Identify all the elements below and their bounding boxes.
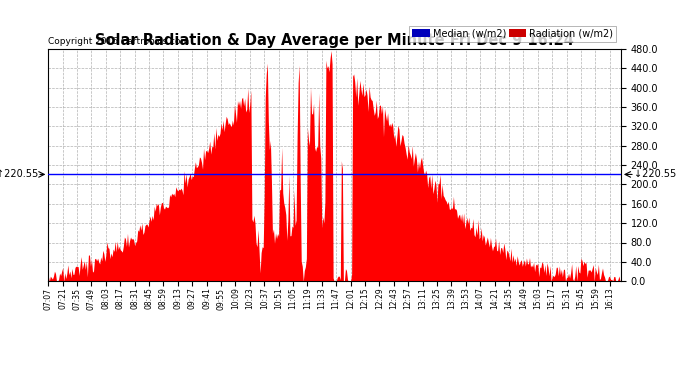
Legend: Median (w/m2), Radiation (w/m2): Median (w/m2), Radiation (w/m2)	[409, 26, 616, 42]
Text: ↓220.55: ↓220.55	[634, 170, 677, 179]
Text: ↑220.55: ↑220.55	[0, 170, 38, 179]
Title: Solar Radiation & Day Average per Minute Fri Dec 9 16:24: Solar Radiation & Day Average per Minute…	[95, 33, 574, 48]
Text: Copyright 2016 Cartronics.com: Copyright 2016 Cartronics.com	[48, 38, 190, 46]
